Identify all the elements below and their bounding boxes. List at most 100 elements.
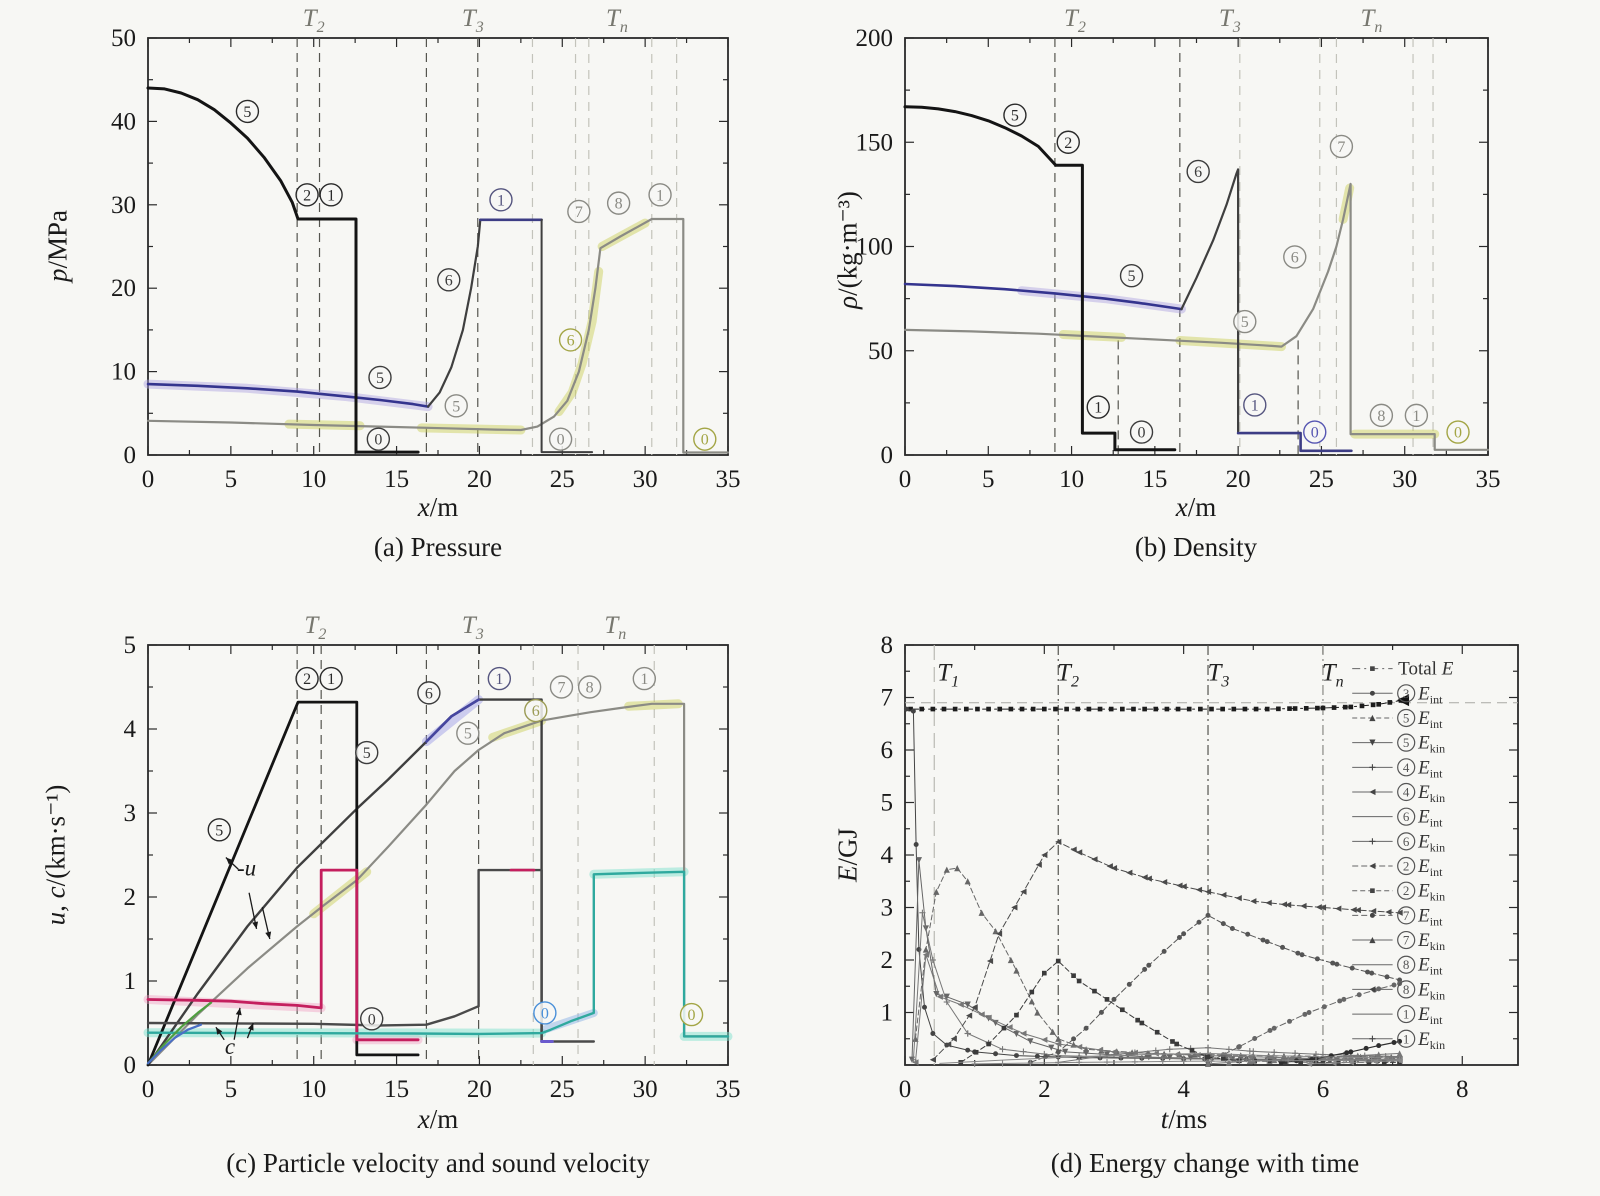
caption-pressure: (a) Pressure	[373, 532, 503, 562]
region-circle	[1129, 420, 1154, 444]
y-axis-label-density: ρ/(kg·m⁻³)	[833, 191, 864, 309]
y-var-pressure: p	[42, 268, 73, 283]
svg-text:Ekin: Ekin	[1417, 979, 1445, 1002]
subplot-velocity: 0 5 10 15 20 25 30 35 0 1 2 3 4 5 T2 T3 Tn 5 2 1 5 6 1 5 6 7 8 1 0 0 0…	[0, 598, 800, 1196]
svg-text:50: 50	[111, 25, 136, 52]
svg-text:15: 15	[1142, 466, 1167, 493]
region-circle	[295, 666, 319, 691]
region-circle	[417, 681, 441, 705]
total-E-end-marker-markers	[1397, 694, 1410, 707]
svg-text:10: 10	[1059, 466, 1084, 493]
svg-text:0: 0	[899, 466, 912, 493]
svg-text:1: 1	[1094, 400, 1102, 417]
svg-text:5: 5	[464, 726, 472, 743]
svg-text:1: 1	[327, 671, 335, 688]
region-circle	[1283, 245, 1307, 269]
e2-int-markers	[929, 838, 1403, 1063]
c-early-blue	[146, 1023, 203, 1065]
time-label: T1	[937, 660, 959, 691]
svg-text:Eint: Eint	[1417, 807, 1443, 830]
svg-text:6: 6	[1317, 1076, 1330, 1103]
region-circle	[1233, 309, 1257, 334]
time-label: T3	[462, 5, 484, 36]
svg-text:8: 8	[586, 680, 594, 697]
caption-density: (b) Density	[1134, 532, 1258, 562]
rho-t2	[903, 105, 1177, 452]
svg-text:1: 1	[327, 187, 335, 204]
svg-text:6: 6	[1194, 164, 1202, 181]
svg-text:0: 0	[701, 432, 709, 449]
e7-int	[1207, 983, 1401, 1063]
series	[143, 695, 733, 1067]
axes: 0 2 4 6 8 1 2 3 4 5 6 7 8	[881, 632, 1519, 1103]
svg-text:25: 25	[1309, 466, 1334, 493]
svg-text:Ekin: Ekin	[1417, 782, 1445, 805]
region-circle	[1446, 420, 1470, 444]
t3-blue-glow	[143, 379, 433, 412]
region-circle	[533, 1001, 557, 1025]
annotation-text: -u	[237, 855, 256, 880]
svg-text:50: 50	[868, 338, 893, 365]
region-circle	[487, 666, 512, 691]
region-circle	[368, 365, 392, 390]
svg-text:5: 5	[124, 632, 137, 659]
time-label: T3	[462, 612, 484, 643]
subplot-density: 0 5 10 15 20 25 30 35 0 50 100 150 200 T2 T3 Tn 5 2 1 0 5 6 1 0…	[800, 0, 1600, 598]
e7-int-markers	[1205, 981, 1403, 1065]
caption-energy: (d) Energy change with time	[1050, 1148, 1360, 1178]
svg-text:0: 0	[124, 442, 137, 469]
svg-text:25: 25	[550, 1076, 575, 1103]
x-unit-b: /m	[1187, 492, 1217, 522]
svg-text:30: 30	[1392, 466, 1417, 493]
y-var-energy: E	[832, 865, 863, 883]
svg-text:1: 1	[495, 671, 503, 688]
region-circle	[366, 427, 391, 451]
region-circle	[1186, 159, 1210, 184]
c-t2	[146, 868, 420, 1042]
svg-text:8: 8	[1456, 1076, 1469, 1103]
svg-text:40: 40	[111, 108, 136, 135]
svg-text:Eint: Eint	[1417, 708, 1443, 731]
region-circle	[235, 99, 260, 124]
x-unit-a: /m	[429, 492, 459, 522]
svg-text:6: 6	[425, 685, 433, 702]
total-E-markers	[908, 697, 1406, 712]
region-circle	[319, 666, 343, 691]
svg-text:2: 2	[1038, 1076, 1051, 1103]
time-label: T2	[1064, 5, 1086, 36]
svg-text:5: 5	[1128, 268, 1136, 285]
region-circle	[489, 188, 513, 212]
svg-text:2: 2	[1403, 883, 1410, 898]
region-circle	[606, 191, 631, 215]
svg-text:8: 8	[615, 196, 623, 213]
y-unit-velocity: /(km·s⁻¹)	[40, 784, 71, 887]
region-circle	[1404, 403, 1429, 428]
region-circle	[355, 740, 379, 765]
y-axis-label-pressure: p/MPa	[43, 210, 74, 282]
e4-int	[912, 912, 1401, 1061]
e6-int-markers	[1027, 912, 1403, 1065]
c-tn	[146, 870, 730, 1038]
region-circle	[444, 394, 468, 418]
y-axis-label-energy: E/GJ	[833, 828, 864, 882]
svg-text:Eint: Eint	[1417, 856, 1443, 879]
region-circle	[567, 199, 591, 224]
svg-text:2: 2	[1064, 135, 1072, 152]
svg-text:200: 200	[856, 25, 894, 52]
p-t2	[146, 86, 420, 454]
svg-text:30: 30	[633, 466, 658, 493]
u-t2	[146, 700, 420, 1067]
series	[903, 105, 1490, 453]
region-circle	[679, 1002, 704, 1027]
svg-text:35: 35	[716, 1076, 741, 1103]
svg-text:0: 0	[688, 1007, 696, 1024]
svg-text:10: 10	[301, 1076, 326, 1103]
x-var-d: t	[1160, 1104, 1169, 1134]
svg-text:Eint: Eint	[1417, 1004, 1443, 1027]
svg-text:7: 7	[881, 685, 894, 712]
